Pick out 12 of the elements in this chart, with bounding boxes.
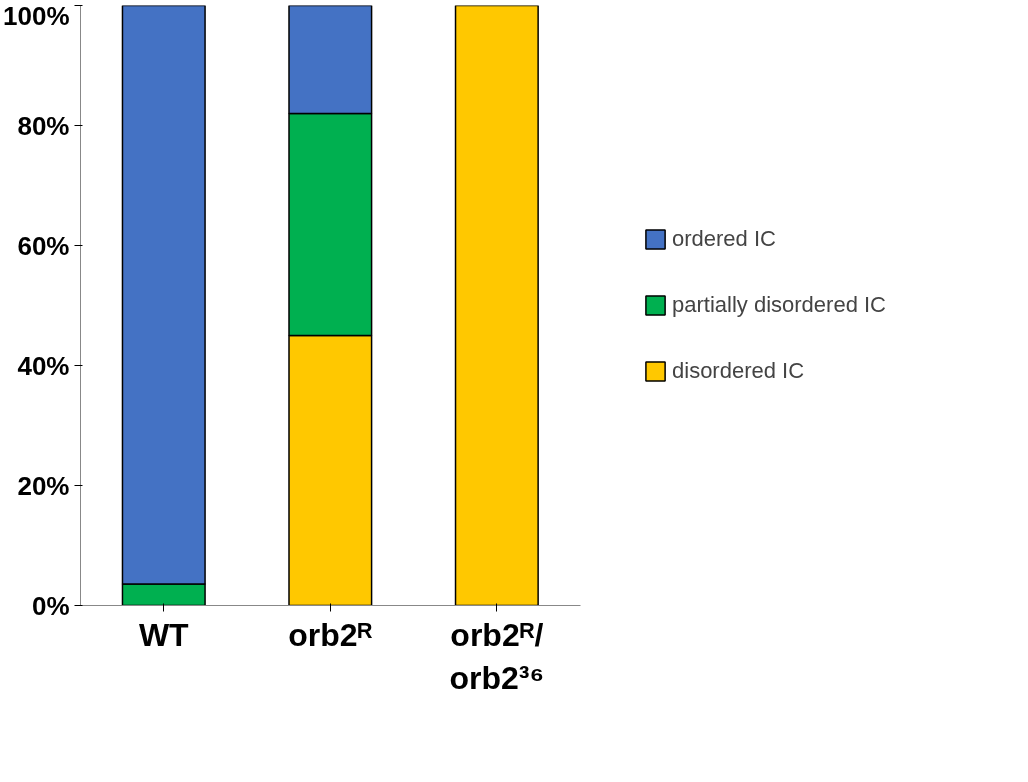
legend-label: disordered IC <box>672 358 805 384</box>
y-tick-label: 60% <box>17 230 70 261</box>
y-tick-label: 80% <box>17 110 70 141</box>
legend-label: partially disordered IC <box>672 292 886 318</box>
y-tick-label: 20% <box>17 470 70 501</box>
y-tick-label: 0% <box>31 590 70 621</box>
legend-label: ordered IC <box>672 226 776 252</box>
x-tick-label: WT <box>138 616 190 653</box>
x-tick-label: orb2ᴿ <box>288 616 373 653</box>
y-tick-label: 100% <box>3 0 70 31</box>
x-tick-label: orb2ᴿ/orb2³⁶ <box>449 616 545 696</box>
y-tick-label: 40% <box>17 350 70 381</box>
